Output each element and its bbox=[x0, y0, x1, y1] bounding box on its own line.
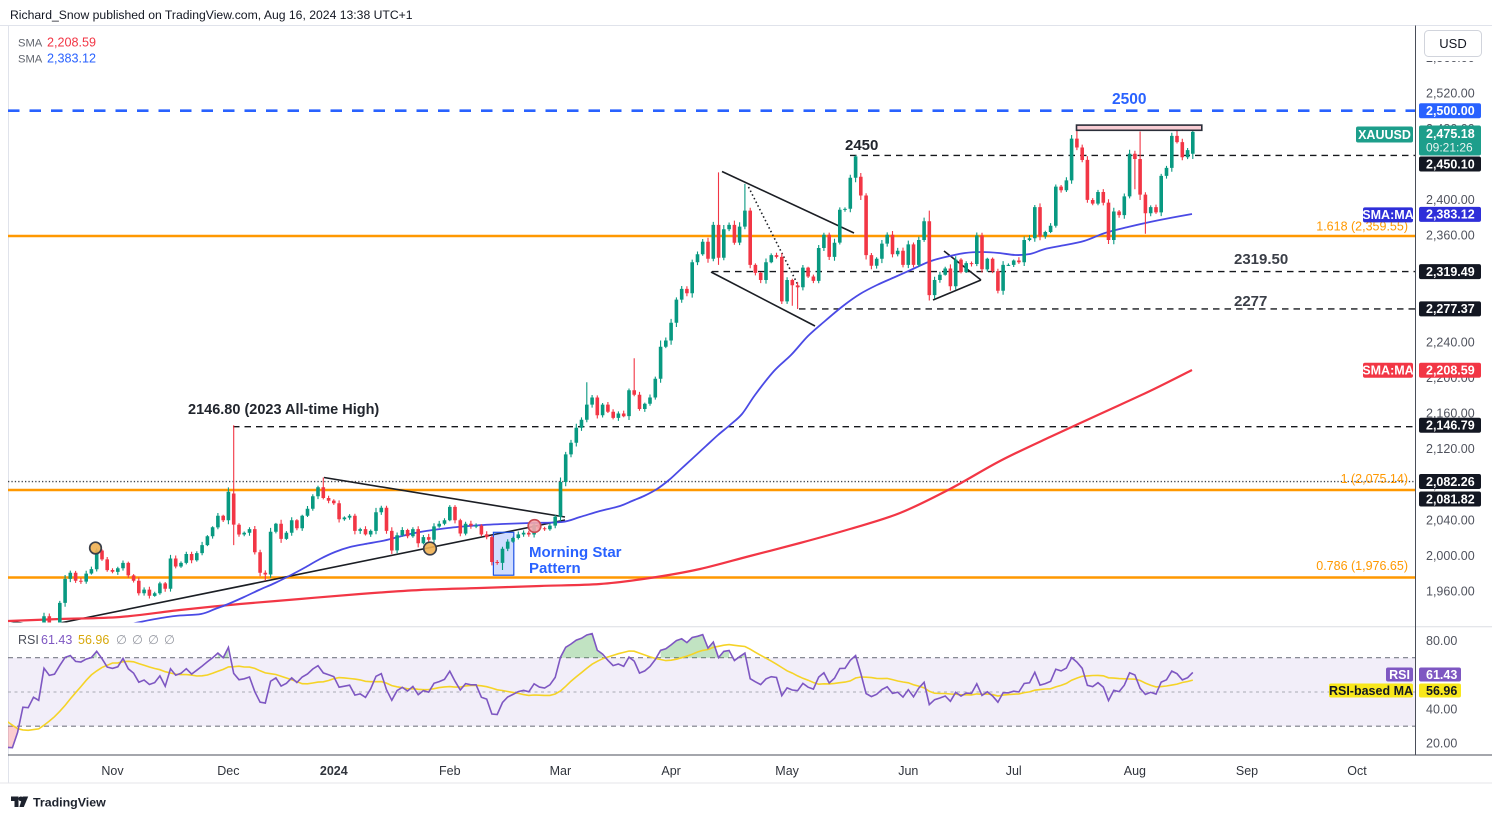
svg-text:2500: 2500 bbox=[1112, 91, 1146, 108]
svg-text:TradingView: TradingView bbox=[33, 796, 106, 810]
svg-text:May: May bbox=[775, 764, 799, 778]
svg-text:2,120.00: 2,120.00 bbox=[1426, 442, 1475, 456]
svg-text:Nov: Nov bbox=[101, 764, 124, 778]
svg-text:2319.50: 2319.50 bbox=[1234, 251, 1288, 268]
svg-text:2,319.49: 2,319.49 bbox=[1426, 265, 1475, 279]
svg-text:2,000.00: 2,000.00 bbox=[1426, 549, 1475, 563]
svg-text:40.00: 40.00 bbox=[1426, 702, 1457, 716]
svg-text:2,383.12: 2,383.12 bbox=[47, 52, 96, 66]
svg-text:20.00: 20.00 bbox=[1426, 737, 1457, 751]
svg-text:1 (2,075.14): 1 (2,075.14) bbox=[1341, 472, 1408, 486]
svg-text:2,500.00: 2,500.00 bbox=[1426, 104, 1475, 118]
svg-text:RSI: RSI bbox=[1389, 668, 1410, 682]
svg-text:2,146.79: 2,146.79 bbox=[1426, 419, 1475, 433]
svg-text:SMA: SMA bbox=[18, 54, 43, 66]
svg-text:Dec: Dec bbox=[217, 764, 239, 778]
svg-text:61.43: 61.43 bbox=[41, 633, 72, 647]
svg-text:∅: ∅ bbox=[164, 633, 175, 647]
svg-text:2,277.37: 2,277.37 bbox=[1426, 302, 1475, 316]
svg-text:Mar: Mar bbox=[550, 764, 572, 778]
svg-text:USD: USD bbox=[1439, 36, 1466, 51]
svg-text:RSI: RSI bbox=[18, 633, 39, 647]
svg-text:Oct: Oct bbox=[1347, 764, 1367, 778]
svg-text:56.96: 56.96 bbox=[78, 633, 109, 647]
svg-text:2024: 2024 bbox=[320, 764, 348, 778]
svg-text:2,081.82: 2,081.82 bbox=[1426, 492, 1475, 506]
svg-text:56.96: 56.96 bbox=[1426, 684, 1457, 698]
svg-text:SMA: SMA bbox=[18, 38, 43, 50]
svg-text:2,475.18: 2,475.18 bbox=[1426, 127, 1475, 141]
svg-text:2,383.12: 2,383.12 bbox=[1426, 208, 1475, 222]
svg-text:2,082.26: 2,082.26 bbox=[1426, 475, 1475, 489]
svg-text:80.00: 80.00 bbox=[1426, 634, 1457, 648]
svg-text:XAUUSD: XAUUSD bbox=[1358, 128, 1411, 142]
svg-text:2,360.00: 2,360.00 bbox=[1426, 229, 1475, 243]
svg-text:Jul: Jul bbox=[1006, 764, 1022, 778]
svg-text:Richard_Snow published on Trad: Richard_Snow published on TradingView.co… bbox=[10, 8, 413, 22]
svg-text:SMA:MA: SMA:MA bbox=[1362, 208, 1413, 222]
svg-text:2,208.59: 2,208.59 bbox=[47, 36, 96, 50]
svg-text:2,450.10: 2,450.10 bbox=[1426, 157, 1475, 171]
svg-text:Aug: Aug bbox=[1124, 764, 1146, 778]
svg-text:2450: 2450 bbox=[845, 137, 878, 154]
svg-text:∅: ∅ bbox=[132, 633, 143, 647]
svg-text:∅: ∅ bbox=[148, 633, 159, 647]
svg-text:2,400.00: 2,400.00 bbox=[1426, 193, 1475, 207]
svg-text:61.43: 61.43 bbox=[1426, 668, 1457, 682]
svg-text:Feb: Feb bbox=[439, 764, 461, 778]
svg-text:0.786 (1,976.65): 0.786 (1,976.65) bbox=[1316, 559, 1408, 573]
svg-text:SMA:MA: SMA:MA bbox=[1362, 364, 1413, 378]
svg-text:2,208.59: 2,208.59 bbox=[1426, 364, 1475, 378]
svg-text:2146.80 (2023 All-time High): 2146.80 (2023 All-time High) bbox=[188, 402, 379, 418]
svg-text:Morning Star: Morning Star bbox=[529, 544, 622, 561]
svg-text:∅: ∅ bbox=[116, 633, 127, 647]
svg-text:RSI-based MA: RSI-based MA bbox=[1329, 684, 1413, 698]
svg-text:Jun: Jun bbox=[898, 764, 918, 778]
svg-text:2,520.00: 2,520.00 bbox=[1426, 86, 1475, 100]
svg-text:09:21:26: 09:21:26 bbox=[1426, 141, 1473, 155]
svg-text:Pattern: Pattern bbox=[529, 560, 581, 577]
svg-text:2,040.00: 2,040.00 bbox=[1426, 513, 1475, 527]
svg-text:2,160.00: 2,160.00 bbox=[1426, 407, 1475, 421]
svg-text:Sep: Sep bbox=[1236, 764, 1258, 778]
svg-text:2,240.00: 2,240.00 bbox=[1426, 336, 1475, 350]
svg-text:Apr: Apr bbox=[661, 764, 680, 778]
svg-text:1,960.00: 1,960.00 bbox=[1426, 585, 1475, 599]
svg-text:2,560.00: 2,560.00 bbox=[1426, 51, 1475, 65]
svg-text:1.618 (2,359.55): 1.618 (2,359.55) bbox=[1316, 220, 1408, 234]
svg-text:2277: 2277 bbox=[1234, 293, 1267, 310]
